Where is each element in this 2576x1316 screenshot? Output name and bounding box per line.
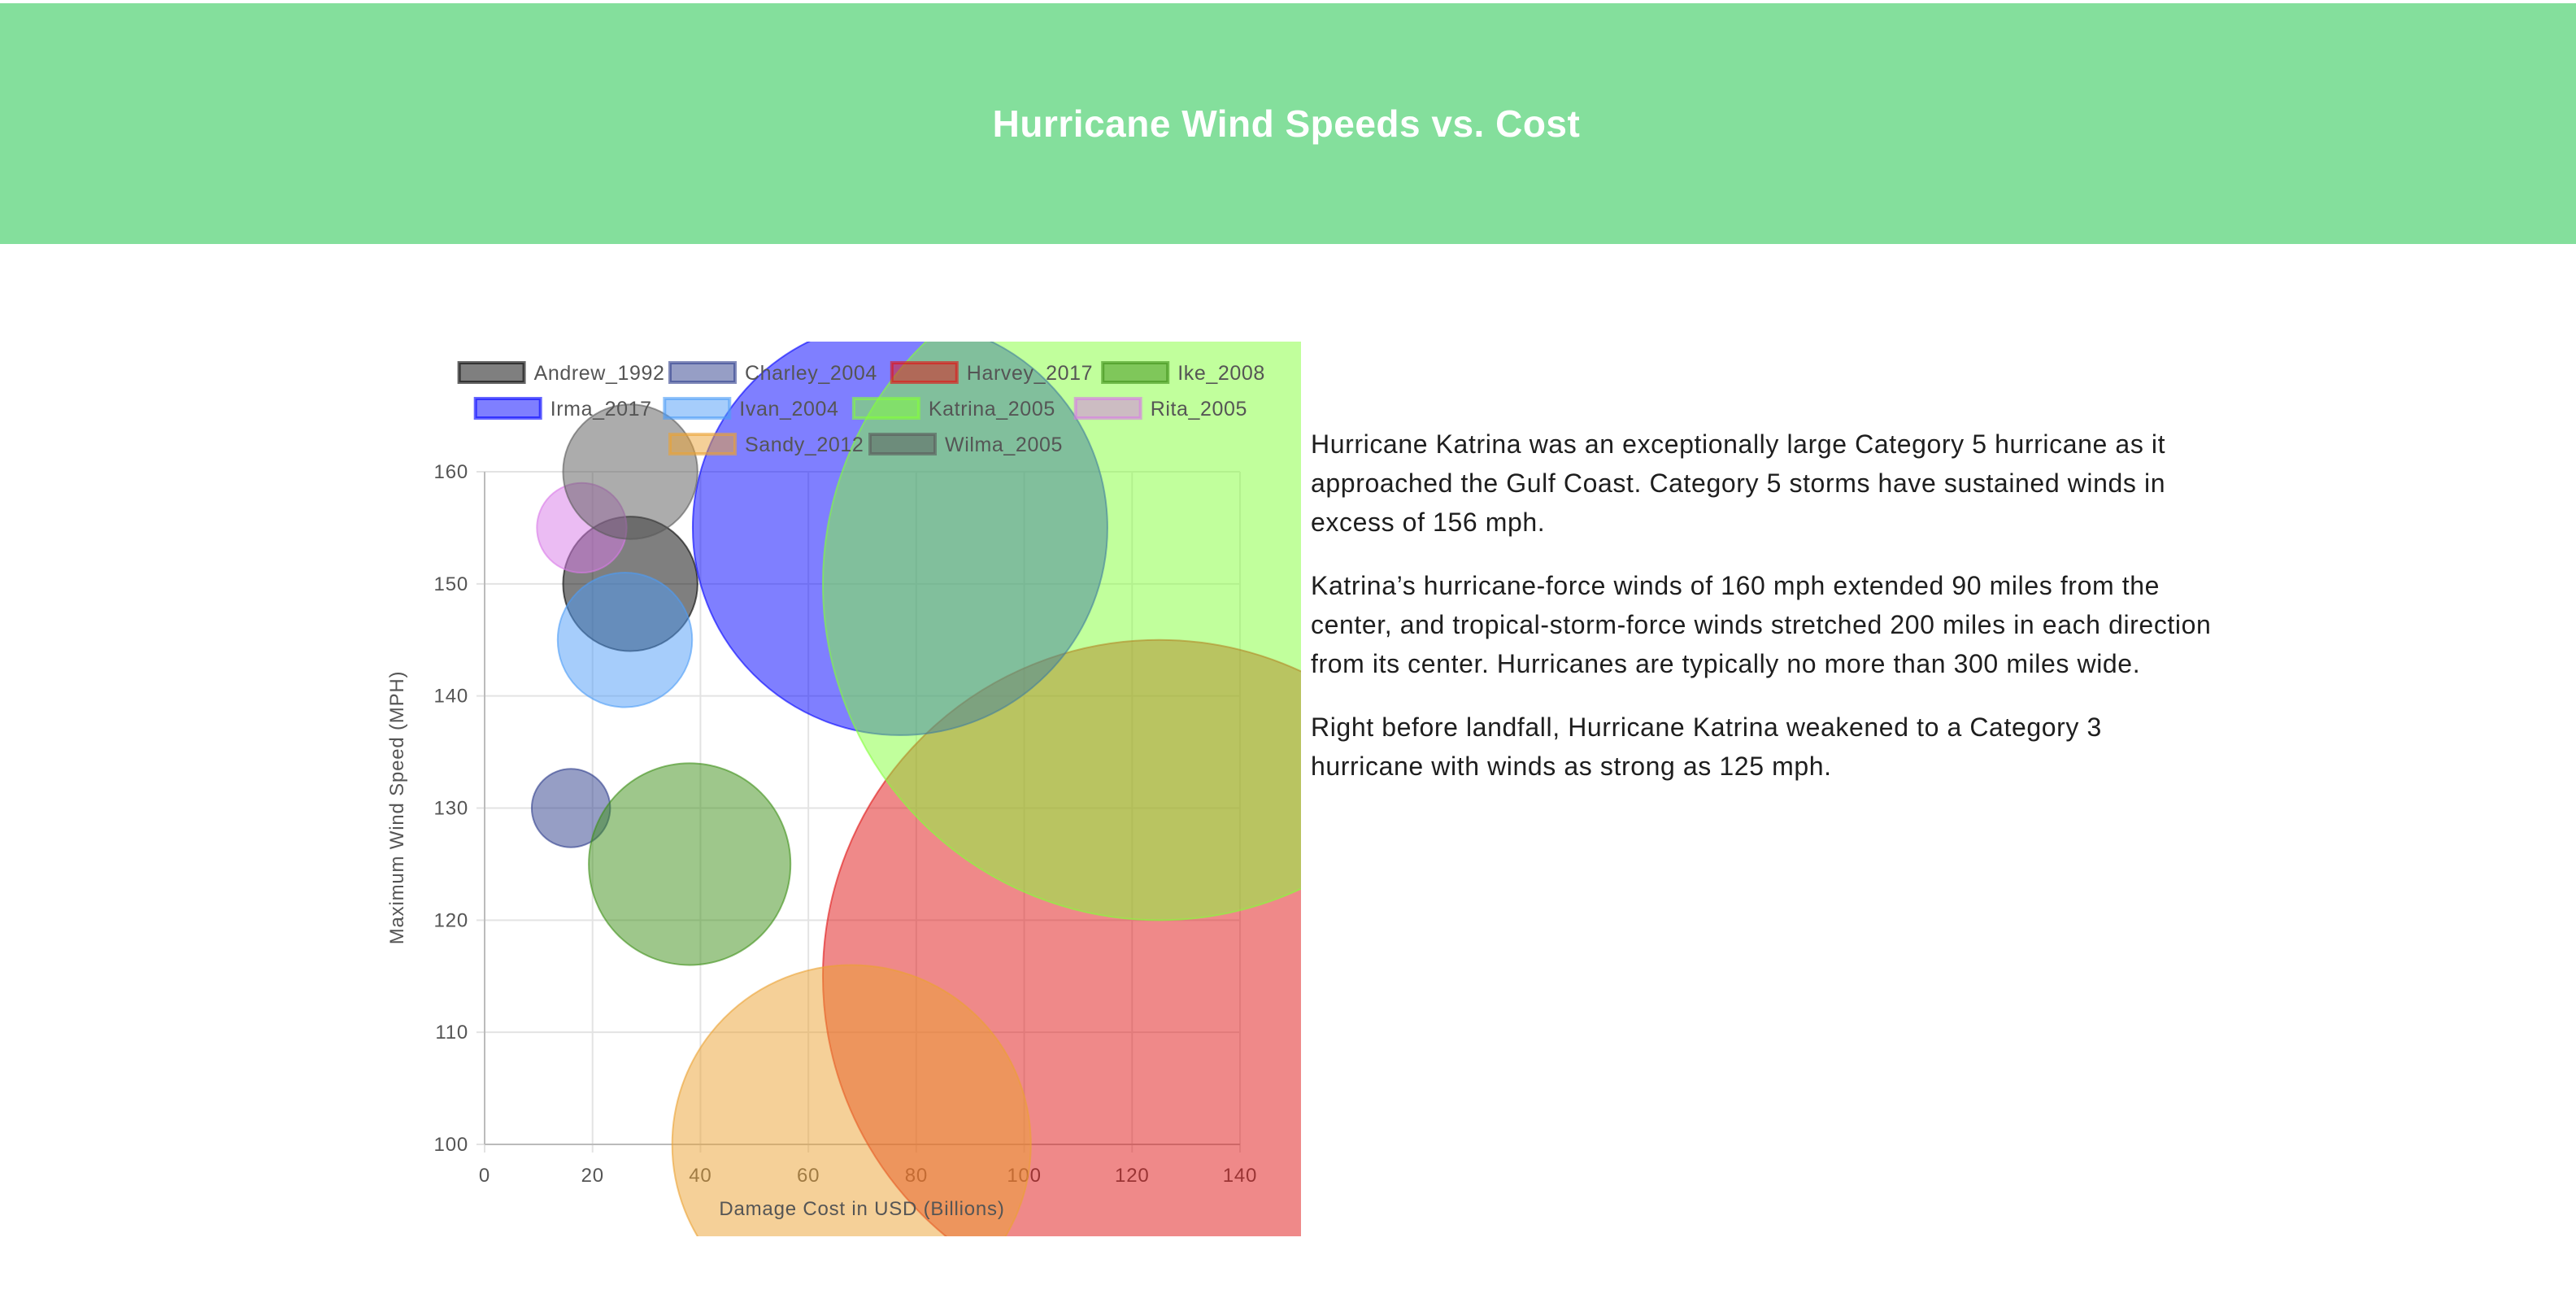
y-tick-label: 130 xyxy=(434,798,468,820)
legend-swatch-ike-2008 xyxy=(1101,361,1170,384)
chart-legend: Andrew_1992 Charley_2004 Harvey_2017 Ike_20… xyxy=(457,361,1265,456)
bubble-ivan-2004 xyxy=(556,572,694,708)
legend-swatch-harvey-2017 xyxy=(890,361,959,384)
y-tick-label: 150 xyxy=(434,573,468,595)
bubble-chart: 020406080100120140100110120130140150160 … xyxy=(374,342,1301,1236)
bubble-katrina-2005 xyxy=(822,342,1301,922)
bubble-chart-svg: 020406080100120140100110120130140150160 … xyxy=(386,342,1301,1236)
legend-swatch-charley-2004 xyxy=(668,361,737,384)
bubble-sandy-2012 xyxy=(671,964,1032,1236)
chart-bubbles xyxy=(530,342,1301,1236)
page-title: Hurricane Wind Speeds vs. Cost xyxy=(992,102,1581,145)
article-text: Hurricane Katrina was an exceptionally l… xyxy=(1311,425,2213,810)
legend-label-sandy-2012: Sandy_2012 xyxy=(745,434,864,456)
x-tick-label: 0 xyxy=(479,1165,490,1187)
bubble-ike-2008 xyxy=(588,762,792,966)
legend-label-ivan-2004: Ivan_2004 xyxy=(739,398,838,421)
legend-label-ike-2008: Ike_2008 xyxy=(1177,362,1265,385)
legend-swatch-wilma-2005 xyxy=(868,433,937,455)
bubble-wilma-2005 xyxy=(562,403,698,540)
x-axis-label: Damage Cost in USD (Billions) xyxy=(719,1198,1004,1220)
y-tick-label: 100 xyxy=(434,1134,468,1156)
legend-label-charley-2004: Charley_2004 xyxy=(745,362,877,385)
legend-swatch-rita-2005 xyxy=(1073,397,1142,420)
legend-label-rita-2005: Rita_2005 xyxy=(1151,398,1247,421)
legend-label-wilma-2005: Wilma_2005 xyxy=(945,434,1063,456)
legend-swatch-andrew-1992 xyxy=(457,361,526,384)
legend-swatch-sandy-2012 xyxy=(668,433,737,455)
y-tick-label: 160 xyxy=(434,461,468,483)
y-axis-label: Maximum Wind Speed (MPH) xyxy=(386,671,408,945)
article-paragraph: Right before landfall, Hurricane Katrina… xyxy=(1311,712,2102,781)
x-tick-label: 20 xyxy=(581,1165,604,1187)
legend-label-andrew-1992: Andrew_1992 xyxy=(534,362,665,385)
y-tick-label: 110 xyxy=(435,1022,468,1044)
article-paragraph: Hurricane Katrina was an exceptionally l… xyxy=(1311,429,2166,537)
y-tick-label: 120 xyxy=(434,909,468,931)
legend-label-katrina-2005: Katrina_2005 xyxy=(929,398,1055,421)
legend-swatch-irma-2017 xyxy=(473,397,542,420)
legend-label-irma-2017: Irma_2017 xyxy=(550,398,652,421)
legend-label-harvey-2017: Harvey_2017 xyxy=(967,362,1093,385)
article-paragraph: Katrina’s hurricane-force winds of 160 m… xyxy=(1311,571,2212,678)
legend-swatch-ivan-2004 xyxy=(663,397,732,420)
y-tick-label: 140 xyxy=(434,686,468,708)
page-header: Hurricane Wind Speeds vs. Cost xyxy=(0,3,2576,244)
legend-swatch-katrina-2005 xyxy=(851,397,920,420)
